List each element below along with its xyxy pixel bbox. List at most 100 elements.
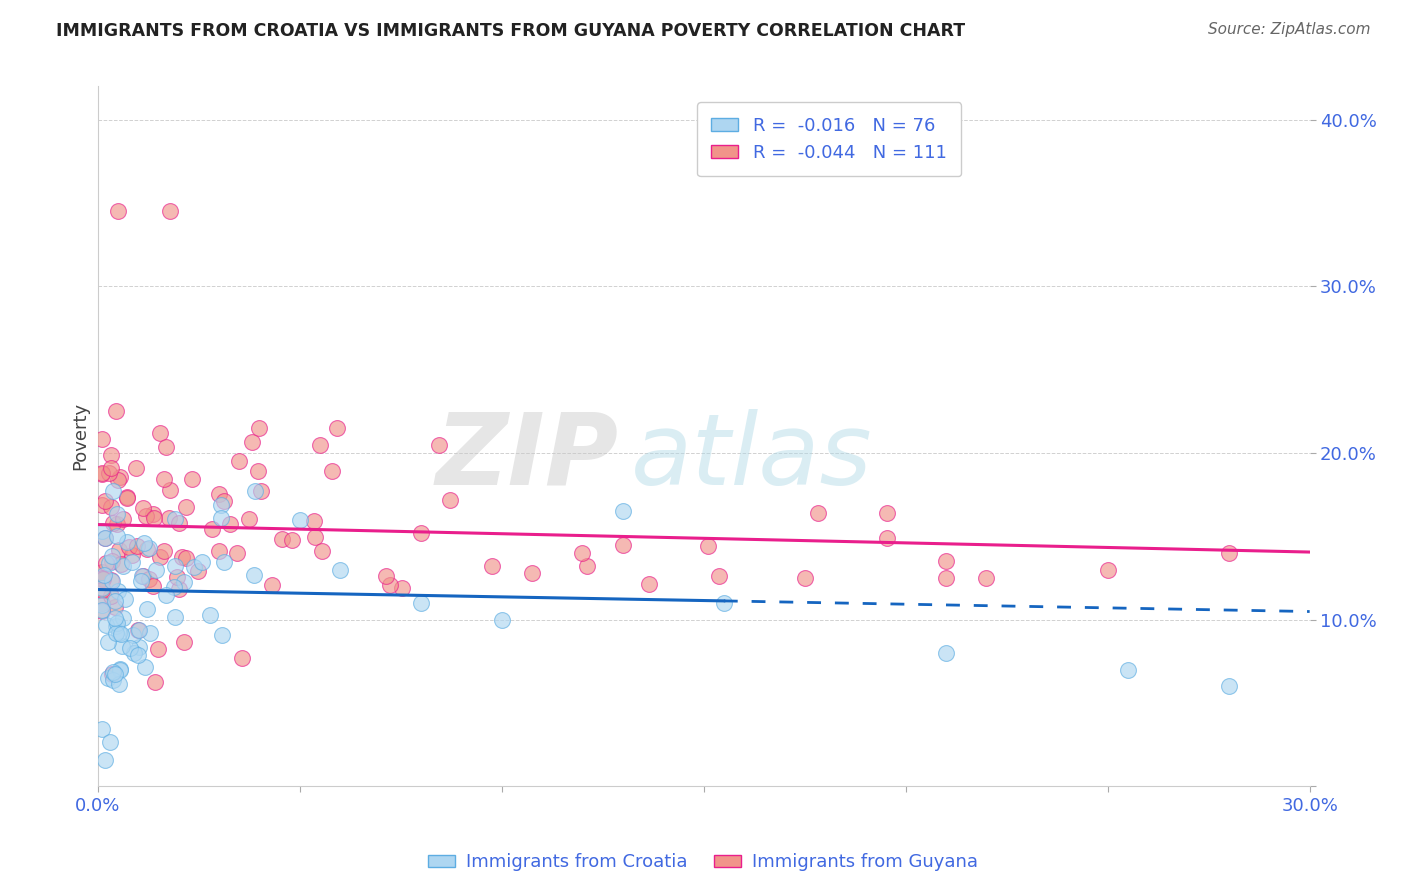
Point bbox=[107, 473, 129, 487]
Point bbox=[391, 582, 413, 596]
Point bbox=[127, 624, 149, 638]
Point bbox=[108, 543, 131, 558]
Point bbox=[136, 541, 159, 556]
Point bbox=[90, 599, 112, 613]
Point bbox=[90, 432, 112, 446]
Point bbox=[100, 500, 122, 514]
Point bbox=[118, 541, 141, 555]
Point bbox=[128, 623, 150, 637]
Point bbox=[104, 593, 127, 607]
Point bbox=[696, 539, 718, 553]
Point bbox=[571, 546, 593, 560]
Point bbox=[170, 549, 193, 564]
Point bbox=[713, 596, 735, 610]
Point bbox=[167, 516, 190, 530]
Point bbox=[212, 493, 235, 508]
Point bbox=[935, 554, 957, 568]
Point bbox=[638, 577, 661, 591]
Point bbox=[308, 437, 330, 451]
Point bbox=[101, 665, 124, 679]
Point bbox=[94, 531, 117, 545]
Point bbox=[153, 472, 176, 486]
Point bbox=[226, 546, 249, 560]
Point bbox=[212, 555, 235, 569]
Point bbox=[270, 532, 292, 546]
Point bbox=[243, 483, 266, 498]
Point bbox=[98, 735, 121, 749]
Text: Source: ZipAtlas.com: Source: ZipAtlas.com bbox=[1208, 22, 1371, 37]
Point bbox=[100, 574, 122, 588]
Point bbox=[409, 596, 432, 610]
Point bbox=[107, 204, 129, 219]
Point bbox=[326, 421, 349, 435]
Point bbox=[146, 642, 169, 657]
Point bbox=[375, 569, 398, 583]
Point bbox=[190, 555, 212, 569]
Point bbox=[108, 625, 131, 640]
Point bbox=[101, 666, 124, 681]
Point bbox=[90, 596, 112, 610]
Point bbox=[165, 512, 187, 526]
Point bbox=[103, 516, 125, 530]
Point bbox=[101, 549, 124, 564]
Point bbox=[208, 487, 231, 501]
Point bbox=[159, 204, 181, 219]
Point bbox=[165, 610, 187, 624]
Text: IMMIGRANTS FROM CROATIA VS IMMIGRANTS FROM GUYANA POVERTY CORRELATION CHART: IMMIGRANTS FROM CROATIA VS IMMIGRANTS FR… bbox=[56, 22, 966, 40]
Legend: Immigrants from Croatia, Immigrants from Guyana: Immigrants from Croatia, Immigrants from… bbox=[420, 847, 986, 879]
Point bbox=[90, 467, 112, 481]
Point bbox=[134, 536, 156, 550]
Point bbox=[155, 440, 177, 454]
Point bbox=[165, 559, 187, 574]
Point bbox=[138, 541, 160, 556]
Point bbox=[105, 619, 128, 633]
Point bbox=[104, 611, 127, 625]
Point bbox=[201, 522, 224, 536]
Point bbox=[243, 568, 266, 582]
Point bbox=[935, 571, 957, 585]
Point bbox=[94, 556, 117, 570]
Point bbox=[91, 603, 114, 617]
Point bbox=[429, 438, 451, 452]
Point bbox=[132, 569, 155, 583]
Point bbox=[208, 543, 231, 558]
Point bbox=[105, 517, 128, 532]
Point bbox=[111, 512, 134, 526]
Point bbox=[247, 464, 270, 478]
Point bbox=[612, 504, 634, 518]
Point bbox=[127, 648, 149, 662]
Point bbox=[247, 421, 270, 435]
Point bbox=[240, 435, 263, 450]
Point bbox=[876, 531, 898, 545]
Point bbox=[166, 570, 188, 584]
Point bbox=[260, 578, 283, 592]
Point bbox=[94, 617, 117, 632]
Point bbox=[135, 508, 157, 523]
Point bbox=[163, 580, 186, 594]
Point bbox=[176, 500, 198, 514]
Legend: R =  -0.016   N = 76, R =  -0.044   N = 111: R = -0.016 N = 76, R = -0.044 N = 111 bbox=[697, 103, 962, 177]
Text: atlas: atlas bbox=[631, 409, 873, 506]
Point bbox=[329, 563, 352, 577]
Point bbox=[311, 544, 333, 558]
Point bbox=[112, 559, 135, 574]
Point bbox=[110, 627, 132, 641]
Point bbox=[876, 507, 898, 521]
Point bbox=[707, 569, 730, 583]
Point bbox=[101, 484, 124, 499]
Point bbox=[110, 558, 132, 572]
Point bbox=[491, 613, 513, 627]
Point bbox=[612, 537, 634, 551]
Point bbox=[1218, 679, 1240, 693]
Point bbox=[124, 646, 146, 660]
Point bbox=[129, 574, 152, 588]
Point bbox=[104, 666, 127, 681]
Point bbox=[108, 470, 131, 484]
Point bbox=[481, 558, 503, 573]
Point bbox=[187, 564, 209, 578]
Point bbox=[90, 723, 112, 737]
Point bbox=[522, 566, 544, 581]
Point bbox=[131, 501, 153, 516]
Point bbox=[173, 634, 195, 648]
Point bbox=[157, 510, 180, 524]
